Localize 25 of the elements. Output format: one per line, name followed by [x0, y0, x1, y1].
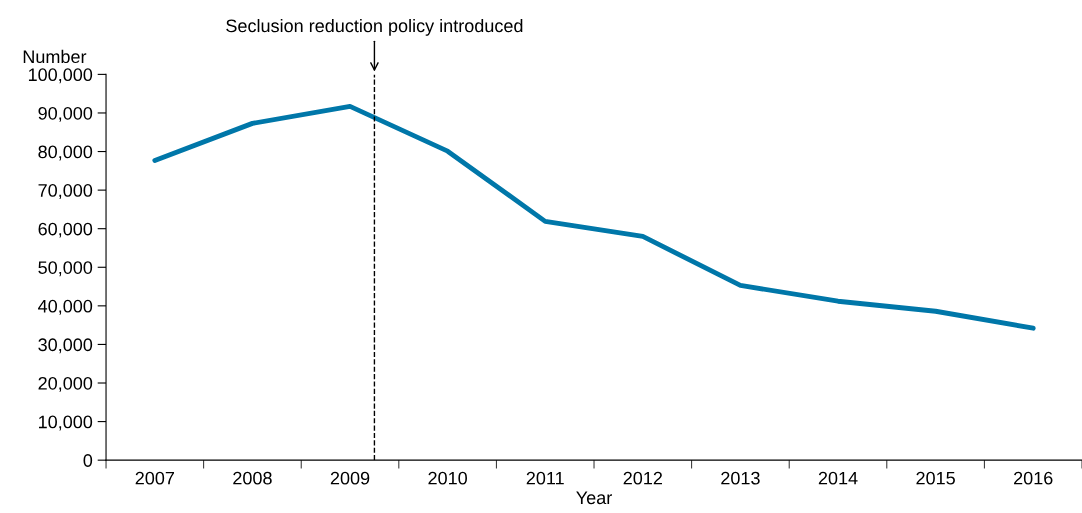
x-axis-title: Year [576, 491, 612, 505]
y-tick-label: 10,000 [39, 415, 93, 431]
x-tick-label: 2011 [526, 471, 564, 485]
y-tick-label: 0 [83, 454, 93, 467]
x-tick-label: 2015 [916, 471, 955, 485]
x-tick-label: 2007 [135, 471, 175, 485]
x-tick-label: 2016 [1014, 471, 1053, 485]
x-tick-label: 2008 [233, 471, 272, 485]
x-tick-label: 2014 [818, 471, 858, 485]
ref-line-label: Seclusion reduction policy introduced [226, 18, 523, 36]
x-tick-label: 2010 [428, 471, 467, 485]
x-tick-label: 2012 [623, 471, 662, 485]
y-tick-label: 50,000 [38, 261, 93, 277]
x-tick-label: 2013 [721, 471, 760, 485]
x-tick-label: 2009 [330, 471, 370, 485]
y-tick-label: 90,000 [38, 106, 93, 122]
y-tick-label: 40,000 [38, 299, 93, 315]
y-tick-label: 60,000 [38, 222, 93, 238]
y-tick-label: 30,000 [38, 338, 93, 354]
y-axis-title: Number [23, 49, 87, 64]
y-tick-label: 20,000 [38, 376, 93, 392]
y-tick-label: 80,000 [38, 145, 93, 161]
line-series [152, 103, 1036, 331]
y-tick-label: 70,000 [38, 184, 93, 199]
y-tick-label: 100,000 [28, 68, 93, 84]
